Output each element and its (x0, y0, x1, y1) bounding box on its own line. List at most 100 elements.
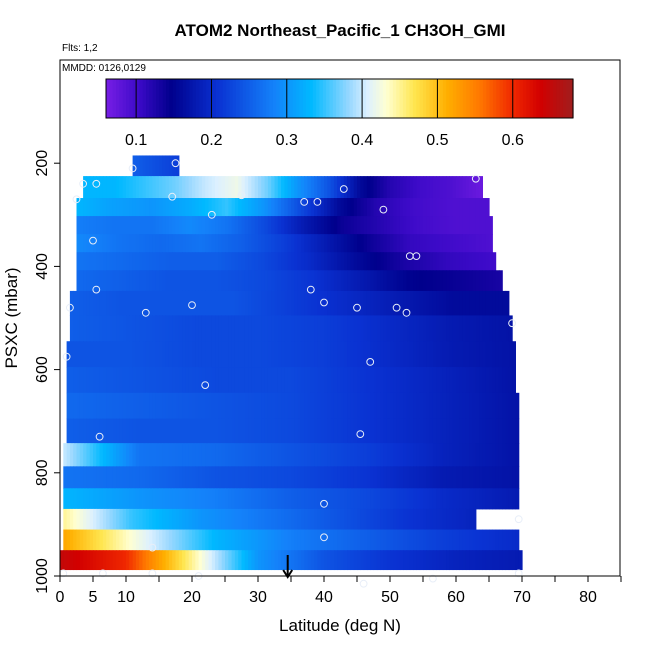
heatmap-cell (264, 488, 269, 510)
heatmap-cell (231, 216, 236, 235)
colorbar-swatch (312, 79, 317, 118)
heatmap-cell (99, 315, 104, 342)
heatmap-cell (215, 550, 219, 571)
heatmap-cell (287, 443, 292, 467)
heatmap-cell (195, 550, 200, 571)
heatmap-cell (228, 466, 233, 489)
heatmap-cell (294, 508, 299, 531)
heatmap-cell (132, 550, 137, 571)
colorbar-swatch (116, 79, 120, 118)
heatmap-cell (452, 508, 457, 531)
heatmap-cell (337, 550, 342, 571)
heatmap-cell (119, 216, 124, 235)
heatmap-cell (267, 392, 272, 420)
heatmap-cell (304, 234, 309, 253)
heatmap-cell (353, 466, 358, 489)
heatmap-cell (201, 341, 206, 368)
heatmap-cell (294, 290, 299, 316)
heatmap-cell (79, 488, 84, 510)
heatmap-cell (304, 176, 309, 199)
heatmap-cell (119, 198, 124, 217)
heatmap-cell (373, 418, 378, 444)
colorbar-swatch (366, 79, 371, 118)
heatmap-cell (429, 234, 434, 253)
heatmap-cell (129, 270, 134, 292)
heatmap-cell (254, 392, 259, 420)
heatmap-cell (208, 252, 213, 271)
heatmap-cell (409, 466, 414, 489)
heatmap-cell (254, 216, 259, 235)
heatmap-cell (432, 550, 437, 571)
heatmap-cell (149, 508, 153, 531)
heatmap-cell (406, 315, 411, 342)
heatmap-cell (198, 234, 203, 253)
colorbar-swatch (496, 79, 501, 118)
heatmap-cell (201, 392, 206, 420)
heatmap-cell (291, 508, 295, 531)
heatmap-cell (142, 488, 147, 510)
sample-point (92, 285, 101, 294)
heatmap-cell (69, 443, 74, 467)
heatmap-cell (76, 234, 81, 253)
heatmap-cell (192, 252, 196, 271)
heatmap-cell (475, 176, 480, 199)
colorbar-swatch (142, 79, 147, 118)
heatmap-cell (462, 341, 467, 368)
heatmap-cell (350, 529, 355, 551)
heatmap-cell (347, 392, 351, 420)
heatmap-cell (403, 367, 408, 394)
heatmap-cell (248, 216, 252, 235)
heatmap-cell (492, 466, 497, 489)
heatmap-cell (145, 216, 150, 235)
heatmap-cell (363, 234, 368, 253)
heatmap-cell (93, 270, 97, 292)
heatmap-cell (188, 315, 193, 342)
heatmap-cell (479, 529, 483, 551)
heatmap-cell (330, 367, 335, 394)
heatmap-cell (277, 176, 282, 199)
heatmap-cell (102, 234, 107, 253)
colorbar-swatch (379, 79, 384, 118)
heatmap-cell (489, 443, 493, 467)
heatmap-cell (294, 270, 299, 292)
colorbar-swatch (332, 79, 337, 118)
heatmap-cell (469, 234, 474, 253)
heatmap-cell (429, 216, 434, 235)
heatmap-cell (337, 270, 342, 292)
y-tick-label: 400 (34, 253, 51, 280)
colorbar-swatch (556, 79, 561, 118)
heatmap-cell (162, 488, 167, 510)
heatmap-cell (376, 290, 381, 316)
heatmap-cell (83, 488, 87, 510)
heatmap-cell (465, 341, 470, 368)
heatmap-cell (228, 176, 233, 199)
heatmap-cell (234, 443, 239, 467)
heatmap-cell (142, 529, 147, 551)
heatmap-cell (505, 466, 510, 489)
heatmap-cell (165, 234, 170, 253)
heatmap-cell (360, 488, 365, 510)
heatmap-cell (116, 341, 120, 368)
heatmap-cell (122, 466, 127, 489)
heatmap-cell (416, 234, 421, 253)
heatmap-cell (465, 176, 470, 199)
colorbar-swatch (256, 79, 261, 118)
heatmap-cell (479, 216, 483, 235)
heatmap-cell (386, 234, 391, 253)
heatmap-cell (409, 176, 414, 199)
heatmap-cell (182, 466, 186, 489)
heatmap-cell (258, 234, 262, 253)
heatmap-cell (93, 216, 97, 235)
heatmap-cell (277, 216, 282, 235)
heatmap-cell (307, 392, 312, 420)
heatmap-cell (297, 529, 302, 551)
colorbar-swatch (486, 79, 491, 118)
heatmap-cell (307, 315, 312, 342)
heatmap-cell (347, 315, 351, 342)
colorbar-swatch (509, 79, 514, 118)
heatmap-cell (330, 290, 335, 316)
colorbar-swatch (352, 79, 357, 118)
heatmap-cell (446, 488, 450, 510)
heatmap-cell (182, 216, 186, 235)
heatmap-cell (126, 418, 130, 444)
